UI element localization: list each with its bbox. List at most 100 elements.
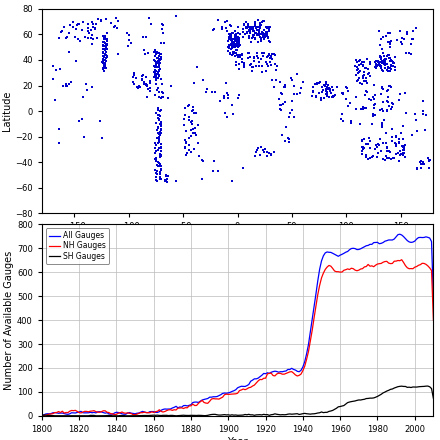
Point bbox=[425, 157, 433, 164]
Point bbox=[384, 53, 391, 60]
Point bbox=[400, 146, 407, 153]
Point bbox=[389, 101, 396, 108]
Point bbox=[237, 53, 244, 60]
Point bbox=[267, 61, 274, 68]
Point bbox=[231, 38, 238, 45]
Point bbox=[154, 124, 161, 131]
Point bbox=[182, 136, 189, 143]
Point bbox=[358, 61, 365, 68]
Point bbox=[153, 67, 160, 74]
Point bbox=[235, 43, 242, 50]
Point bbox=[352, 105, 359, 112]
Point bbox=[221, 109, 228, 116]
Point bbox=[372, 63, 379, 70]
Point bbox=[186, 116, 193, 123]
Point bbox=[324, 92, 331, 99]
Point bbox=[158, 95, 165, 102]
Point bbox=[56, 139, 63, 146]
Point bbox=[99, 57, 106, 64]
Point bbox=[268, 52, 275, 59]
Point bbox=[420, 111, 427, 118]
Point bbox=[290, 114, 297, 121]
Point bbox=[98, 17, 105, 24]
Point bbox=[72, 26, 79, 33]
Point bbox=[401, 36, 408, 43]
Point bbox=[244, 25, 251, 32]
Point bbox=[158, 53, 165, 60]
Point bbox=[233, 51, 240, 59]
Point bbox=[384, 144, 391, 151]
Point bbox=[382, 59, 389, 66]
Point bbox=[365, 69, 372, 76]
Point bbox=[401, 153, 408, 160]
Point bbox=[316, 79, 323, 86]
Point bbox=[403, 110, 410, 117]
Point bbox=[395, 139, 402, 146]
Point bbox=[246, 23, 253, 30]
Point bbox=[325, 85, 332, 92]
Point bbox=[359, 80, 366, 87]
Point bbox=[143, 94, 150, 101]
Point bbox=[151, 63, 158, 70]
Point bbox=[100, 59, 107, 66]
Point bbox=[224, 48, 231, 55]
Point bbox=[370, 153, 377, 160]
Point bbox=[185, 142, 192, 149]
Point bbox=[396, 27, 403, 34]
NH Gauges bbox=[50, 411, 55, 416]
Point bbox=[153, 109, 160, 116]
Point bbox=[161, 178, 168, 185]
Point bbox=[154, 135, 161, 142]
Point bbox=[286, 138, 293, 145]
Point bbox=[103, 36, 110, 43]
Point bbox=[418, 160, 425, 167]
Point bbox=[130, 70, 137, 77]
Point bbox=[231, 31, 238, 38]
Point bbox=[379, 34, 386, 41]
Point bbox=[190, 146, 197, 153]
Point bbox=[392, 133, 400, 140]
Point bbox=[152, 59, 159, 66]
Point bbox=[385, 154, 392, 161]
Point bbox=[225, 42, 232, 49]
Point bbox=[386, 103, 393, 110]
Point bbox=[402, 50, 409, 57]
Point bbox=[331, 92, 338, 99]
Point bbox=[158, 147, 165, 154]
Point bbox=[101, 35, 108, 42]
Point bbox=[102, 58, 109, 65]
Point bbox=[383, 144, 390, 151]
Point bbox=[218, 26, 225, 33]
Point bbox=[98, 17, 105, 24]
Point bbox=[234, 23, 241, 30]
Point bbox=[222, 18, 229, 26]
Point bbox=[227, 33, 234, 40]
Point bbox=[229, 37, 236, 44]
Point bbox=[385, 87, 392, 94]
Point bbox=[258, 62, 265, 70]
Point bbox=[371, 146, 378, 153]
Point bbox=[101, 40, 108, 47]
Point bbox=[251, 35, 258, 42]
Point bbox=[228, 22, 235, 29]
Point bbox=[380, 107, 387, 114]
Point bbox=[352, 72, 359, 79]
Point bbox=[380, 49, 387, 56]
Point bbox=[211, 26, 218, 33]
Point bbox=[262, 34, 269, 41]
Point bbox=[162, 173, 169, 180]
Point bbox=[103, 40, 110, 48]
Point bbox=[262, 67, 269, 74]
Point bbox=[244, 54, 251, 61]
Point bbox=[256, 21, 263, 28]
Point bbox=[323, 88, 330, 95]
Point bbox=[391, 139, 398, 147]
Point bbox=[373, 63, 380, 70]
Point bbox=[158, 140, 165, 147]
Point bbox=[252, 35, 259, 42]
Point bbox=[255, 145, 262, 152]
Point bbox=[265, 51, 272, 59]
Point bbox=[231, 44, 238, 51]
Point bbox=[257, 22, 264, 29]
Point bbox=[159, 22, 166, 29]
